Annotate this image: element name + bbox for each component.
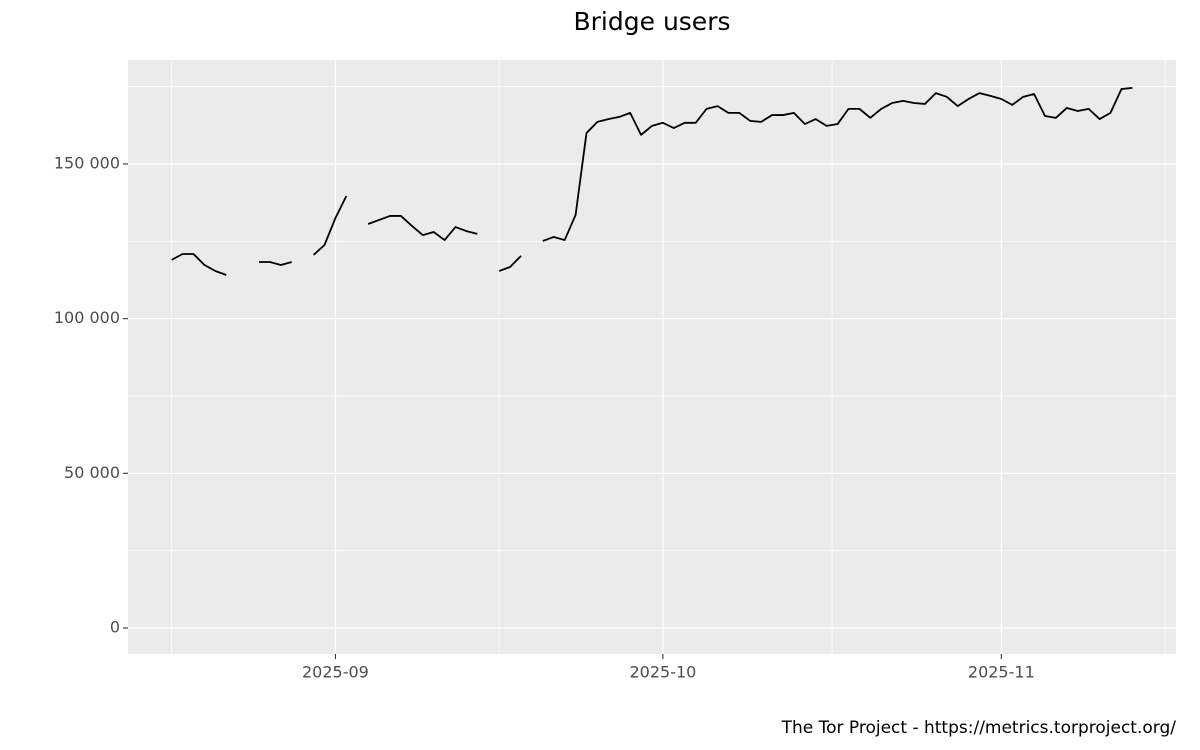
x-tick-label: 2025-10 [629,663,696,682]
y-tick-label: 50 000 [64,463,120,482]
caption: The Tor Project - https://metrics.torpro… [781,718,1177,738]
labels: 0 50 000 100 000 150 000 2025-09 2025-10 2025-… [54,153,1035,681]
y-tick-label: 150 000 [54,153,120,172]
grid [128,60,1176,654]
chart-title: Bridge users [574,7,731,36]
y-tick-label: 100 000 [54,308,120,327]
marks [171,86,1133,276]
x-tick-label: 2025-09 [302,663,369,682]
y-tick-label: 0 [110,618,120,637]
plot-panel [128,60,1176,654]
x-tick-label: 2025-11 [968,663,1035,682]
data-line [171,86,1133,276]
